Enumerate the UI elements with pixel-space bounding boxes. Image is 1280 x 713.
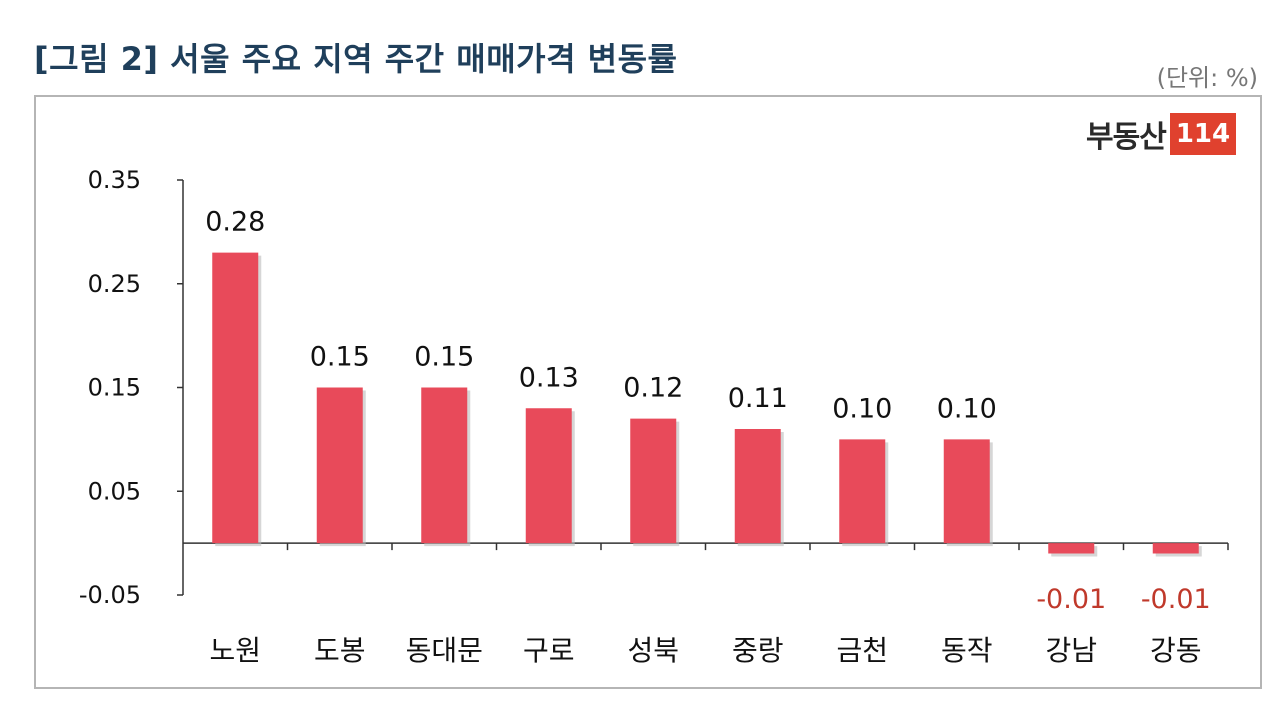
category-label: 중랑 [732,634,784,667]
bar [1048,543,1095,554]
bar [316,387,363,544]
data-label: -0.01 [1141,584,1211,615]
category-label: 금천 [836,634,888,667]
y-tick-label: 0.15 [88,374,141,402]
data-label: 0.11 [728,383,788,414]
y-tick-label: 0.05 [88,477,141,505]
y-tick-label: 0.25 [88,270,141,298]
category-label: 구로 [523,634,575,667]
y-tick-label: 0.35 [88,166,141,194]
logo-badge: 114 [1169,113,1237,155]
category-label: 강동 [1150,634,1202,667]
bar [212,252,259,544]
chart-title: [그림 2] 서울 주요 지역 주간 매매가격 변동률 [34,40,678,78]
category-label: 노원 [209,634,261,667]
bar [1152,543,1199,554]
category-label: 성북 [627,634,679,667]
unit-label: (단위: %) [1156,64,1258,92]
data-label: 0.12 [623,373,683,404]
category-label: 동작 [941,634,993,667]
category-label: 강남 [1045,634,1097,667]
bar [943,439,990,544]
data-label: 0.15 [310,342,370,373]
bar [734,429,781,544]
data-label: 0.10 [832,393,892,424]
category-label: 도봉 [314,634,366,667]
data-label: 0.28 [205,207,265,238]
data-label: 0.10 [937,393,997,424]
bar [421,387,468,544]
bar [839,439,886,544]
data-label: -0.01 [1036,584,1106,615]
brand-logo: 부동산 114 [1086,108,1237,160]
data-label: 0.13 [519,362,579,393]
y-tick-label: -0.05 [79,581,141,609]
bar [630,418,677,544]
logo-text: 부동산 [1086,120,1167,155]
data-label: 0.15 [414,342,474,373]
bar [525,408,572,544]
category-label: 동대문 [406,634,483,667]
